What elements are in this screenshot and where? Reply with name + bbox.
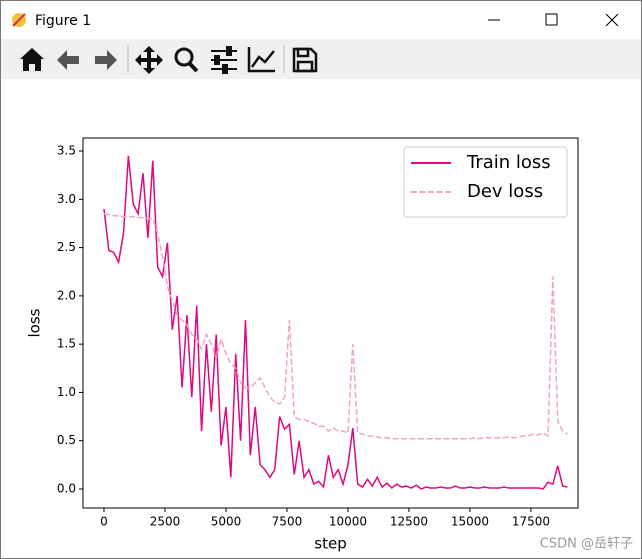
window-title: Figure 1 xyxy=(35,13,91,29)
home-button[interactable] xyxy=(20,48,44,71)
y-tick-label: 0.5 xyxy=(57,433,76,447)
pan-button[interactable] xyxy=(135,46,163,74)
x-tick-label: 7500 xyxy=(272,515,303,529)
zoom-button[interactable] xyxy=(174,47,199,73)
x-tick-label: 12500 xyxy=(390,515,428,529)
x-tick-label: 15000 xyxy=(451,515,489,529)
legend-label: Train loss xyxy=(466,152,551,173)
y-tick-label: 2.0 xyxy=(57,288,76,302)
x-tick-label: 2500 xyxy=(150,515,181,529)
y-tick-label: 3.0 xyxy=(57,192,76,206)
y-tick-label: 1.5 xyxy=(57,337,76,351)
edit-axis-button[interactable] xyxy=(247,47,275,73)
legend-box xyxy=(403,146,568,218)
y-tick-label: 3.5 xyxy=(57,144,76,158)
x-axis-label: step xyxy=(314,535,346,553)
y-tick-label: 0.0 xyxy=(57,481,76,495)
forward-button[interactable] xyxy=(95,50,117,70)
x-tick-label: 17500 xyxy=(512,515,550,529)
line xyxy=(103,155,568,490)
line xyxy=(103,213,568,440)
save-button[interactable] xyxy=(292,47,318,73)
maximize-button[interactable] xyxy=(545,13,558,26)
configure-button[interactable] xyxy=(211,46,237,74)
x-tick-label: 5000 xyxy=(211,515,242,529)
plot-frame xyxy=(82,137,579,509)
y-tick-label: 2.5 xyxy=(57,240,76,254)
legend-label: Dev loss xyxy=(467,181,543,202)
x-tick-label: 10000 xyxy=(329,515,367,529)
app-icon xyxy=(12,13,26,27)
title-bar xyxy=(1,1,641,39)
y-axis-label: loss xyxy=(26,308,44,337)
y-tick-label: 1.0 xyxy=(57,385,76,399)
close-button[interactable] xyxy=(605,13,619,27)
back-button[interactable] xyxy=(57,50,79,70)
x-tick-label: 0 xyxy=(100,515,108,529)
watermark: CSDN @岳轩子 xyxy=(540,537,633,552)
